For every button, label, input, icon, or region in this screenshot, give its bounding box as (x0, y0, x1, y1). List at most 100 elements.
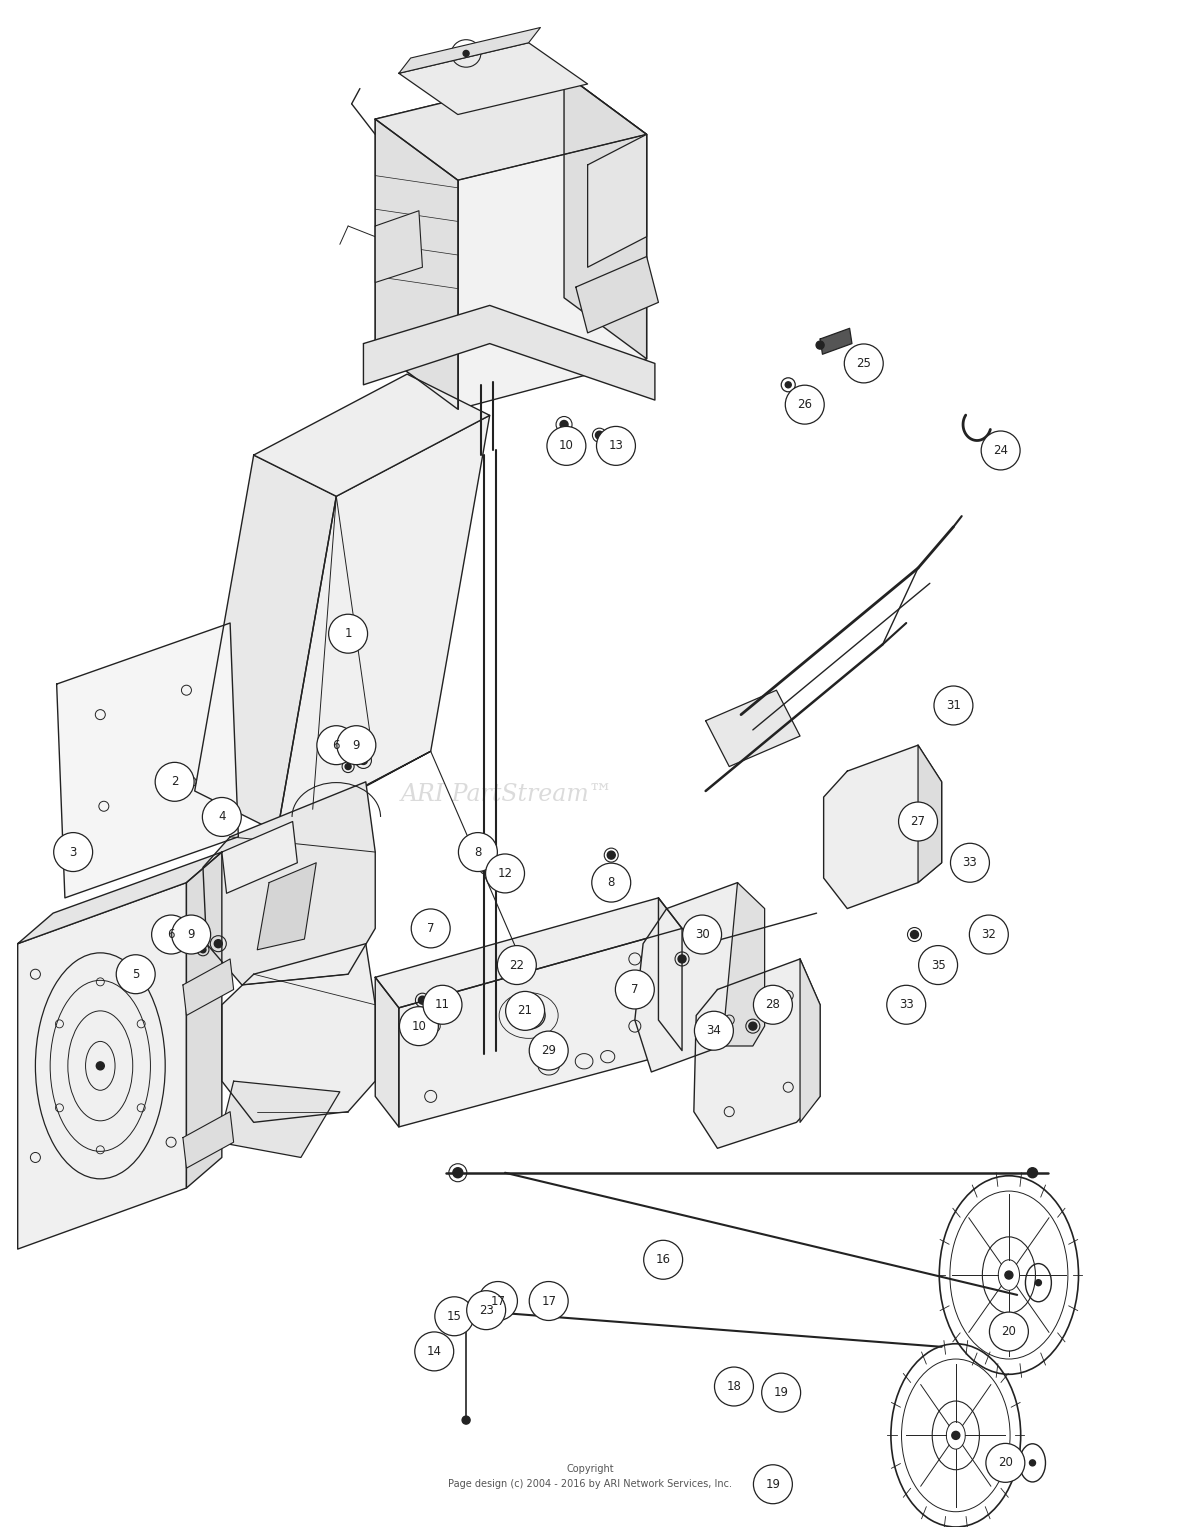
Circle shape (453, 1168, 463, 1177)
Circle shape (479, 1281, 517, 1321)
Polygon shape (222, 822, 297, 893)
Circle shape (887, 985, 925, 1025)
Text: 31: 31 (946, 699, 961, 712)
Circle shape (935, 686, 972, 725)
Circle shape (817, 341, 824, 350)
Polygon shape (57, 623, 238, 898)
Polygon shape (186, 852, 222, 1188)
Circle shape (463, 50, 470, 56)
Circle shape (682, 915, 722, 954)
Circle shape (328, 614, 368, 654)
Polygon shape (203, 782, 375, 985)
Circle shape (97, 1061, 104, 1070)
Polygon shape (183, 959, 234, 1015)
Polygon shape (222, 944, 375, 1122)
Text: 7: 7 (631, 983, 638, 996)
Text: 7: 7 (427, 922, 434, 935)
Circle shape (560, 420, 568, 429)
Polygon shape (375, 898, 682, 1008)
Circle shape (1029, 1460, 1036, 1466)
Polygon shape (800, 959, 820, 1122)
Circle shape (596, 426, 636, 466)
Polygon shape (195, 455, 336, 832)
Text: 20: 20 (1002, 1325, 1016, 1338)
Circle shape (844, 344, 883, 383)
Text: 32: 32 (982, 928, 996, 941)
Circle shape (498, 945, 536, 985)
Text: 6: 6 (168, 928, 175, 941)
Text: 11: 11 (435, 999, 450, 1011)
Polygon shape (918, 745, 942, 883)
Circle shape (529, 1031, 569, 1070)
Text: 26: 26 (798, 399, 812, 411)
Circle shape (785, 382, 792, 388)
Circle shape (399, 1006, 439, 1046)
Text: 15: 15 (447, 1310, 461, 1322)
Text: 1: 1 (345, 628, 352, 640)
Circle shape (529, 1281, 569, 1321)
Polygon shape (375, 119, 458, 409)
Circle shape (117, 954, 156, 994)
Text: 4: 4 (218, 811, 225, 823)
Polygon shape (635, 883, 753, 1072)
Polygon shape (564, 73, 647, 359)
Text: 18: 18 (727, 1380, 741, 1393)
Text: Copyright: Copyright (566, 1464, 614, 1474)
Circle shape (434, 1296, 474, 1336)
Text: 10: 10 (559, 440, 573, 452)
Polygon shape (658, 898, 682, 1051)
Text: 6: 6 (333, 739, 340, 751)
Text: 3: 3 (70, 846, 77, 858)
Circle shape (1035, 1280, 1042, 1286)
Text: 28: 28 (766, 999, 780, 1011)
Circle shape (215, 939, 222, 948)
Text: 33: 33 (963, 857, 977, 869)
Polygon shape (363, 305, 655, 400)
Circle shape (316, 725, 356, 765)
Text: 9: 9 (353, 739, 360, 751)
Polygon shape (183, 1112, 234, 1168)
Circle shape (483, 863, 490, 872)
Circle shape (596, 431, 603, 440)
Circle shape (989, 1312, 1028, 1351)
Polygon shape (399, 43, 588, 115)
Circle shape (753, 985, 793, 1025)
Polygon shape (820, 328, 852, 354)
Circle shape (715, 1367, 754, 1406)
Circle shape (644, 1240, 683, 1280)
Circle shape (525, 962, 532, 968)
Circle shape (485, 854, 524, 893)
Circle shape (458, 832, 498, 872)
Circle shape (591, 863, 630, 902)
Polygon shape (254, 374, 490, 496)
Circle shape (786, 385, 825, 425)
Text: 17: 17 (491, 1295, 505, 1307)
Text: 30: 30 (695, 928, 709, 941)
Circle shape (678, 954, 686, 964)
Text: 9: 9 (188, 928, 195, 941)
Circle shape (505, 991, 545, 1031)
Text: 25: 25 (857, 357, 871, 370)
Text: 12: 12 (498, 867, 512, 880)
Polygon shape (375, 73, 647, 180)
Circle shape (969, 915, 1008, 954)
Circle shape (422, 985, 463, 1025)
Text: 2: 2 (171, 776, 178, 788)
Text: 10: 10 (412, 1020, 426, 1032)
Circle shape (950, 843, 989, 883)
Circle shape (337, 725, 375, 765)
Text: 5: 5 (132, 968, 139, 980)
Circle shape (411, 909, 451, 948)
Text: 20: 20 (998, 1457, 1012, 1469)
Polygon shape (218, 1081, 340, 1157)
Circle shape (360, 756, 367, 765)
Polygon shape (277, 415, 490, 832)
Circle shape (419, 996, 426, 1005)
Polygon shape (706, 690, 800, 767)
Polygon shape (824, 745, 942, 909)
Circle shape (466, 1290, 505, 1330)
Text: Page design (c) 2004 - 2016 by ARI Network Services, Inc.: Page design (c) 2004 - 2016 by ARI Netwo… (448, 1480, 732, 1489)
Polygon shape (399, 928, 682, 1127)
Text: 16: 16 (656, 1254, 670, 1266)
Text: 13: 13 (609, 440, 623, 452)
